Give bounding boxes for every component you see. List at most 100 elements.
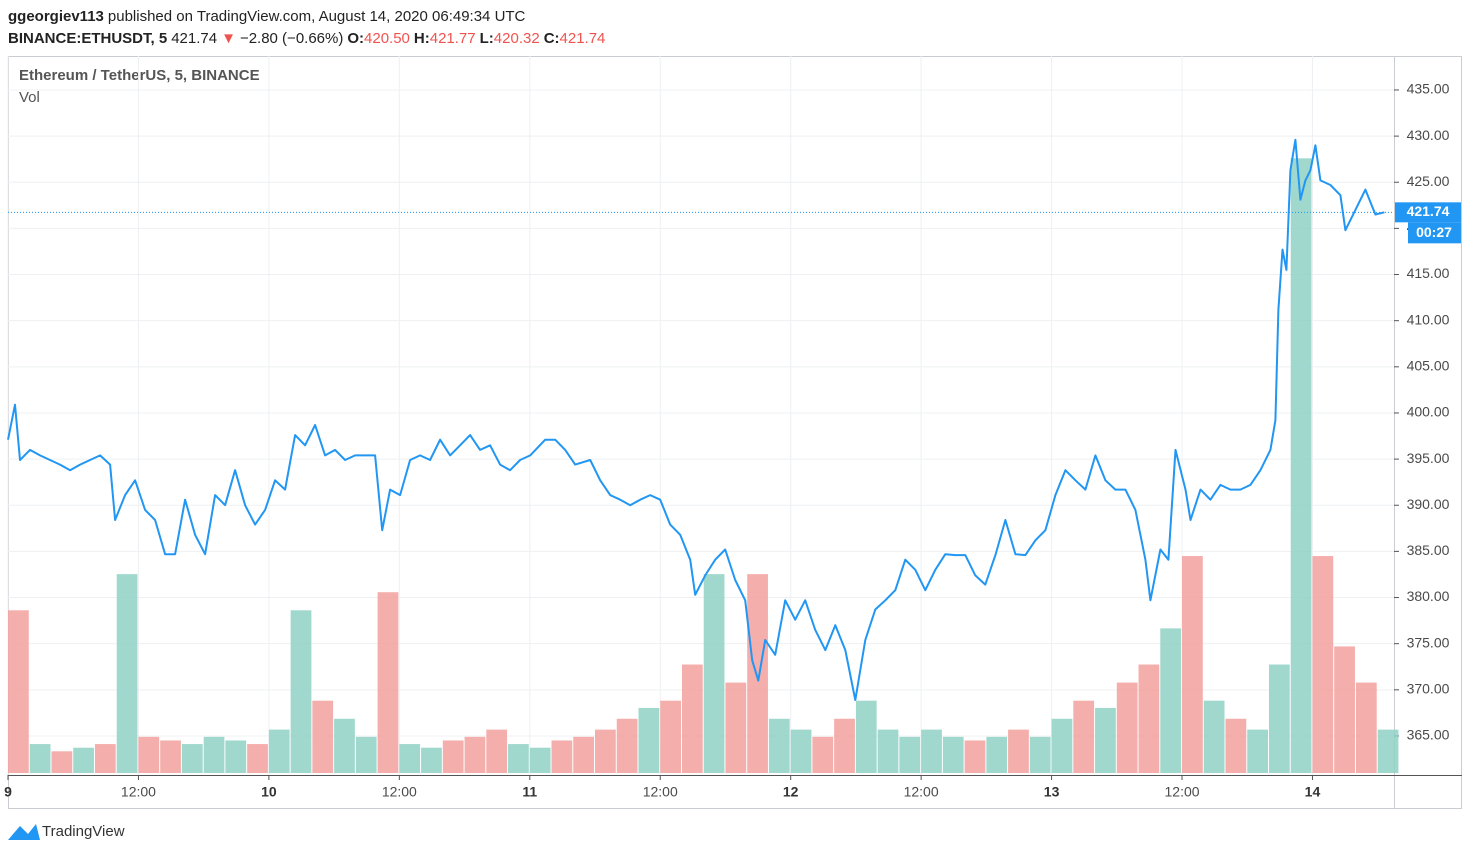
volume-bar [986,736,1008,773]
volume-bar [73,747,94,773]
volume-bar [1225,718,1247,773]
volume-bar [834,718,855,773]
x-tick-label: 12:00 [382,784,417,800]
volume-bar [1182,556,1203,773]
chart-subtitle: Vol [19,89,40,106]
logo [8,824,40,840]
volume-bar [290,610,312,773]
volume-bar [486,729,508,773]
countdown-tag [1408,222,1461,244]
volume-bar [638,707,660,773]
ohlc-value: 420.50 [364,30,410,47]
ohlc-value: 421.77 [429,30,476,47]
x-tick-label: 9 [4,784,12,800]
volume-bar [464,736,486,773]
volume-bar [312,700,334,773]
ohlc-label: H: [413,30,430,47]
y-tick-label: 390.00 [1407,496,1450,512]
volume-bar [508,744,529,773]
volume [8,158,1399,773]
ohlc-label: L: [479,30,494,47]
volume-bar [681,664,703,773]
grid [7,56,1394,775]
volume-bar [703,574,725,773]
x-tick-label: 12:00 [904,784,939,800]
ohlc-label: O: [347,30,365,47]
volume-bar [1029,736,1051,773]
volume-bar [1334,646,1355,773]
countdown: 00:27 [1416,224,1452,240]
change: −2.80 (−0.66%) [239,30,344,47]
publish-line: ggeorgiev113 published on TradingView.com… [8,6,605,28]
volume-bar [595,729,616,773]
volume-bar [1160,628,1182,773]
y-tick-label: 405.00 [1407,358,1450,374]
volume-bar [964,740,986,773]
volume-bar [225,740,247,773]
volume-bar [268,729,290,773]
volume-bar [1138,664,1160,773]
volume-bar [247,744,268,773]
last-price-tag [1395,202,1461,223]
y-tick-label: 410.00 [1407,311,1450,327]
volume-bar [529,747,551,773]
y-tick-label: 375.00 [1407,634,1450,650]
volume-bar [1116,682,1138,773]
volume-bar [1008,729,1029,773]
brand: TradingView [42,823,125,840]
ohlc: O:420.50 H:421.77 L:420.32 C:421.74 [343,30,605,47]
volume-bar [94,744,116,773]
volume-bar [551,740,573,773]
chart-title: Ethereum / TetherUS, 5, BINANCE [19,67,260,84]
y-tick-label: 370.00 [1407,681,1450,697]
last-price-label: 421.74 [1407,203,1450,219]
ohlc-value: 420.32 [493,30,540,47]
quote-line: BINANCE:ETHUSDT, 5 421.74 ▼ −2.80 (−0.66%) O… [8,28,605,50]
y-tick-label: 425.00 [1407,173,1450,189]
volume-bar [768,718,790,773]
volume-bar [1051,718,1073,773]
volume-bar [1355,682,1377,773]
volume-bar [616,718,638,773]
volume-bar [1247,729,1268,773]
volume-bar [334,718,355,773]
ohlc-value: 421.74 [559,30,606,47]
volume-bar [355,736,377,773]
user: ggeorgiev113 [8,8,104,25]
volume-bar [1203,700,1225,773]
volume-bar [747,574,768,773]
x-tick-label: 12:00 [1165,784,1200,800]
volume-bar [660,700,681,773]
y-tick-label: 430.00 [1407,127,1450,143]
volume-bar [138,736,160,773]
volume-bar [1377,729,1399,773]
published: published on TradingView.com, August 14,… [107,8,526,25]
price-line [7,138,1385,701]
ohlc-label: C: [543,30,560,47]
x-tick-label: 10 [261,784,277,800]
volume-bar [812,736,834,773]
volume-bar [573,736,595,773]
volume-bar [899,736,921,773]
x-tick-label: 13 [1044,784,1060,800]
x-tick-label: 12 [783,784,799,800]
volume-bar [442,740,464,773]
volume-bar [921,729,942,773]
volume-bar [160,740,181,773]
volume-bar [1095,707,1116,773]
volume-bar [51,751,73,773]
volume-bar [203,736,225,773]
y-tick-label: 380.00 [1407,588,1450,604]
volume-bar [1290,158,1312,773]
volume-bar [942,736,964,773]
y-tick-label: 435.00 [1407,81,1450,97]
volume-bar [8,610,29,773]
y-tick-label: 385.00 [1407,542,1450,558]
x-tick-label: 14 [1305,784,1321,800]
y-tick-label: 365.00 [1407,727,1450,743]
volume-bar [725,682,747,773]
y-tick-label: 395.00 [1407,450,1450,466]
y-tick-label: 415.00 [1407,265,1450,281]
